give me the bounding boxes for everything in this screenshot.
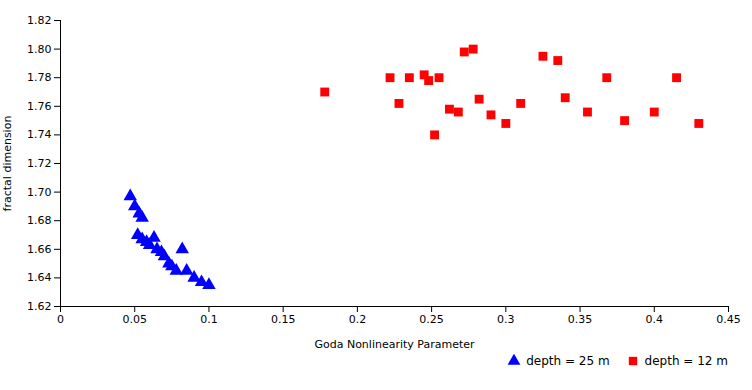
svg-text:1.68: 1.68: [27, 214, 52, 227]
svg-text:1.74: 1.74: [27, 128, 52, 141]
svg-text:1.82: 1.82: [27, 14, 52, 27]
svg-text:1.70: 1.70: [27, 186, 52, 199]
svg-text:1.72: 1.72: [27, 157, 52, 170]
svg-text:1.64: 1.64: [27, 271, 52, 284]
svg-text:Goda Nonlinearity Parameter: Goda Nonlinearity Parameter: [314, 338, 475, 351]
svg-text:1.76: 1.76: [27, 100, 52, 113]
html-text:depth = 25 m: depth = 25 m: [526, 354, 610, 368]
svg-text:1.66: 1.66: [27, 243, 52, 256]
svg-text:0.35: 0.35: [568, 313, 593, 326]
svg-text:fractal dimension: fractal dimension: [1, 116, 14, 212]
svg-text:0.2: 0.2: [349, 313, 367, 326]
svg-text:0.15: 0.15: [271, 313, 296, 326]
svg-text:0: 0: [57, 313, 64, 326]
svg-text:1.62: 1.62: [27, 300, 52, 313]
html-text:depth = 12 m: depth = 12 m: [644, 354, 728, 368]
svg-text:0.25: 0.25: [419, 313, 444, 326]
svg-text:0.3: 0.3: [497, 313, 515, 326]
svg-text:0.4: 0.4: [646, 313, 664, 326]
svg-text:1.78: 1.78: [27, 71, 52, 84]
svg-text:0.1: 0.1: [200, 313, 218, 326]
svg-text:1.80: 1.80: [27, 43, 52, 56]
svg-text:0.05: 0.05: [122, 313, 147, 326]
svg-text:0.45: 0.45: [716, 313, 741, 326]
